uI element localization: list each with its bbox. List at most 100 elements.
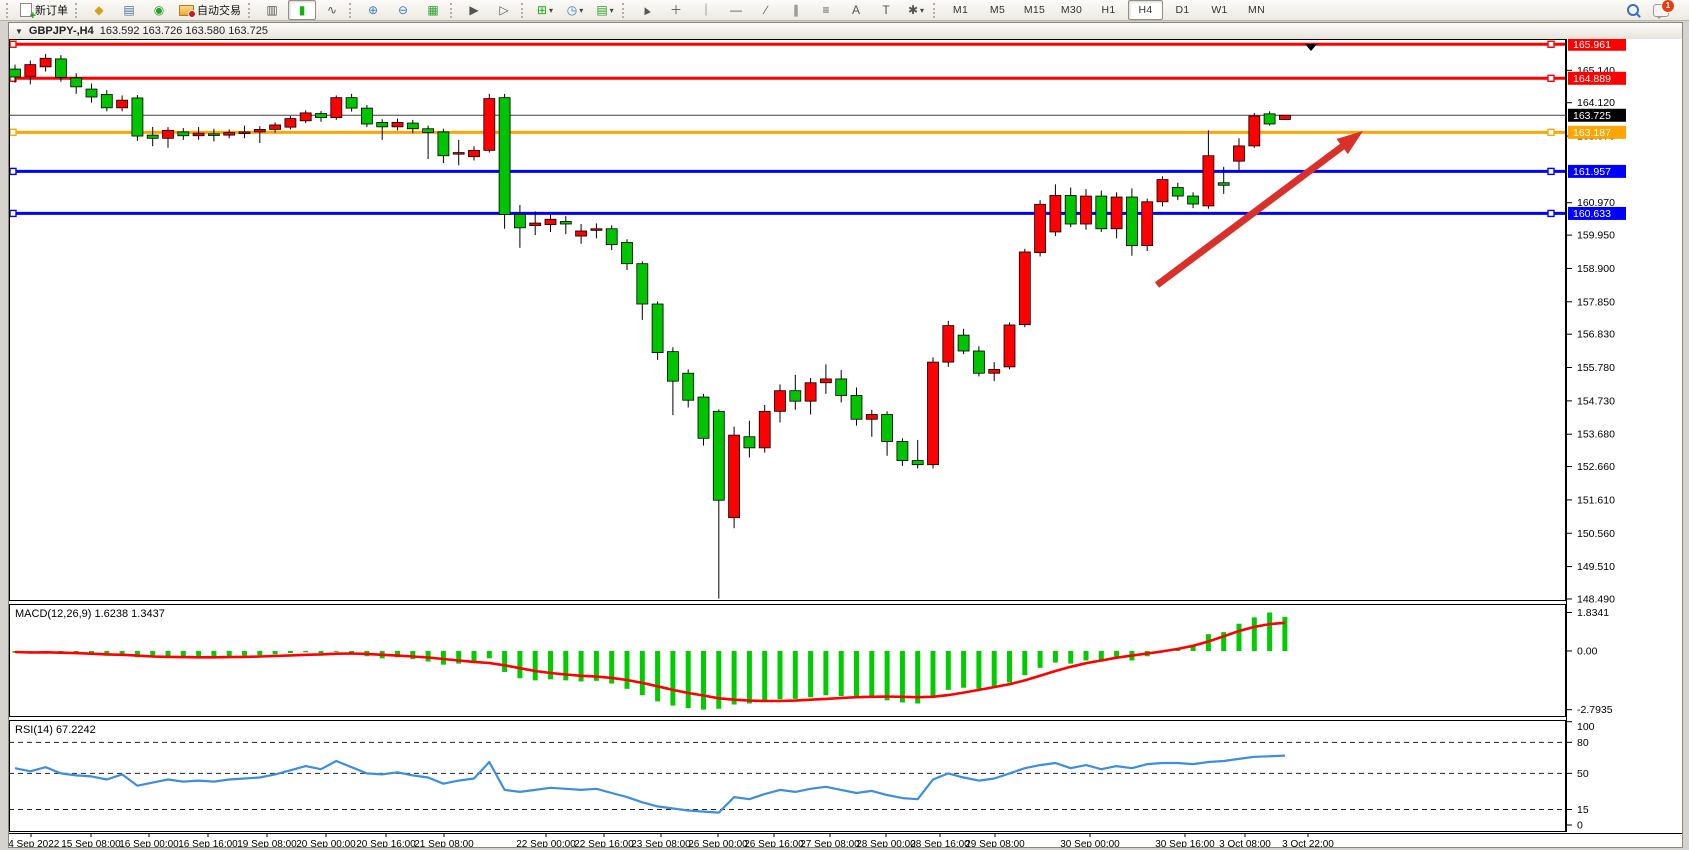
window-menu-icon[interactable]: ▼: [15, 26, 23, 36]
broadcast-button[interactable]: ◉: [145, 0, 173, 20]
svg-text:163.187: 163.187: [1573, 127, 1611, 139]
cursor-button[interactable]: ▲: [632, 0, 660, 20]
mailbox-icon: ▤: [123, 3, 135, 17]
text-button[interactable]: A: [842, 0, 870, 20]
timeframe-m30-button[interactable]: M30: [1060, 4, 1083, 16]
toolbar-grip[interactable]: [450, 2, 455, 18]
timeframe-w1-button[interactable]: W1: [1211, 4, 1228, 16]
svg-text:163.725: 163.725: [1573, 110, 1611, 122]
arrows-icon: ✱: [907, 3, 919, 17]
toolbar-grip[interactable]: [349, 2, 354, 18]
svg-text:23 Sep 08:00: 23 Sep 08:00: [631, 839, 691, 847]
zoom-out-icon: ⊖: [397, 3, 409, 17]
templates-button[interactable]: ▤ ▾: [591, 0, 619, 20]
svg-text:161.957: 161.957: [1573, 166, 1611, 178]
fibonacci-button[interactable]: ≡: [812, 0, 840, 20]
zoom-in-icon: ⊕: [367, 3, 379, 17]
timeframe-h4-button[interactable]: H4: [1128, 0, 1163, 20]
svg-text:21 Sep 08:00: 21 Sep 08:00: [414, 839, 474, 847]
metaeditor-icon: ◆: [94, 3, 104, 17]
svg-text:0: 0: [1577, 820, 1583, 832]
notification-badge: 1: [1661, 0, 1675, 13]
chart-title-bar[interactable]: ▼ GBPJPY-,H4 163.592 163.726 163.580 163…: [9, 23, 1682, 40]
toolbar-grip[interactable]: [622, 2, 627, 18]
rsi-label: RSI(14) 67.2242: [15, 724, 96, 736]
timeframe-h1-button[interactable]: H1: [1101, 4, 1116, 16]
svg-text:20 Sep 00:00: 20 Sep 00:00: [296, 839, 356, 847]
new-order-button[interactable]: 新订单: [16, 0, 72, 22]
svg-text:160.633: 160.633: [1573, 208, 1611, 220]
horizontal-line-button[interactable]: —: [722, 0, 750, 20]
timeframe-d1-button[interactable]: D1: [1175, 4, 1190, 16]
chevron-down-icon: ▾: [549, 5, 554, 15]
svg-text:149.510: 149.510: [1577, 561, 1615, 573]
svg-text:22 Sep 00:00: 22 Sep 00:00: [516, 839, 576, 847]
bar-chart-icon: ▥: [266, 3, 278, 17]
channel-button[interactable]: ∥: [782, 0, 810, 20]
svg-text:26 Sep 00:00: 26 Sep 00:00: [688, 839, 748, 847]
autotrading-button[interactable]: 自动交易: [175, 0, 245, 20]
svg-text:26 Sep 16:00: 26 Sep 16:00: [744, 839, 804, 847]
trendline-button[interactable]: ∕: [752, 0, 780, 20]
chat-icon[interactable]: 1: [1653, 0, 1675, 19]
text-label-button[interactable]: T: [872, 0, 900, 20]
zoom-out-button[interactable]: ⊖: [389, 0, 417, 20]
timeframe-m15-button[interactable]: M15: [1023, 4, 1046, 16]
svg-text:27 Sep 08:00: 27 Sep 08:00: [800, 839, 860, 847]
timeframe-m1-button[interactable]: M1: [952, 4, 969, 16]
svg-text:14 Sep 2022: 14 Sep 2022: [9, 839, 60, 847]
fibonacci-icon: ≡: [822, 3, 830, 17]
toolbar-grip[interactable]: [521, 2, 526, 18]
line-chart-button[interactable]: ∿: [318, 0, 346, 20]
new-order-icon: [20, 3, 36, 22]
chart-shift-marker[interactable]: [1305, 44, 1317, 51]
template-icon: ▤: [596, 3, 608, 17]
chevron-down-icon: ▾: [920, 5, 925, 15]
chart-shift-button[interactable]: ▷: [490, 0, 518, 20]
toolbar-grip[interactable]: [248, 2, 253, 18]
timeframe-m5-button[interactable]: M5: [989, 4, 1006, 16]
svg-text:153.680: 153.680: [1577, 429, 1615, 441]
crosshair-icon: ＋: [669, 3, 682, 17]
metaeditor-button[interactable]: ◆: [85, 0, 113, 20]
svg-text:15: 15: [1577, 804, 1589, 816]
broadcast-icon: ◉: [153, 3, 165, 17]
cursor-icon: ▲: [637, 1, 655, 19]
chart-canvas[interactable]: 166.190165.140164.120163.070160.970159.9…: [9, 39, 1682, 847]
svg-text:159.950: 159.950: [1577, 230, 1615, 242]
chart-window: ▼ GBPJPY-,H4 163.592 163.726 163.580 163…: [8, 22, 1683, 848]
auto-scroll-button[interactable]: ▶: [460, 0, 488, 20]
clock-icon: ◷: [566, 3, 578, 17]
price-scale[interactable]: 166.190165.140164.120163.070160.970159.9…: [1566, 39, 1626, 832]
rsi-line: [14, 754, 1285, 814]
svg-text:15 Sep 08:00: 15 Sep 08:00: [61, 839, 121, 847]
crosshair-button[interactable]: ＋: [662, 0, 690, 20]
candlestick-chart-button[interactable]: ▮: [288, 0, 316, 20]
chevron-down-icon: ▾: [579, 5, 584, 15]
search-icon[interactable]: [1627, 4, 1639, 16]
svg-text:100: 100: [1577, 721, 1595, 733]
svg-text:0.00: 0.00: [1577, 646, 1598, 658]
vertical-line-button[interactable]: ｜: [692, 0, 720, 20]
svg-text:29 Sep 08:00: 29 Sep 08:00: [965, 839, 1025, 847]
bar-chart-button[interactable]: ▥: [258, 0, 286, 20]
toolbar-grip[interactable]: [75, 2, 80, 18]
arrows-button[interactable]: ✱ ▾: [902, 0, 930, 20]
periods-button[interactable]: ◷ ▾: [561, 0, 589, 20]
mailbox-button[interactable]: ▤: [115, 0, 143, 20]
svg-text:30 Sep 16:00: 30 Sep 16:00: [1155, 839, 1215, 847]
indicators-button[interactable]: ⊞ ▾: [531, 0, 559, 20]
timeframe-mn-button[interactable]: MN: [1248, 4, 1265, 16]
trend-arrow-annotation[interactable]: [1154, 131, 1363, 288]
auto-scroll-icon: ▶: [469, 3, 479, 17]
tile-windows-button[interactable]: ▦: [419, 0, 447, 20]
candlestick-icon: ▮: [298, 3, 306, 17]
toolbar-grip[interactable]: [933, 2, 938, 18]
svg-text:20 Sep 16:00: 20 Sep 16:00: [356, 839, 416, 847]
toolbar-grip[interactable]: [6, 2, 11, 18]
svg-text:19 Sep 08:00: 19 Sep 08:00: [237, 839, 297, 847]
svg-text:28 Sep 00:00: 28 Sep 00:00: [856, 839, 916, 847]
svg-text:164.120: 164.120: [1577, 97, 1615, 109]
zoom-in-button[interactable]: ⊕: [359, 0, 387, 20]
